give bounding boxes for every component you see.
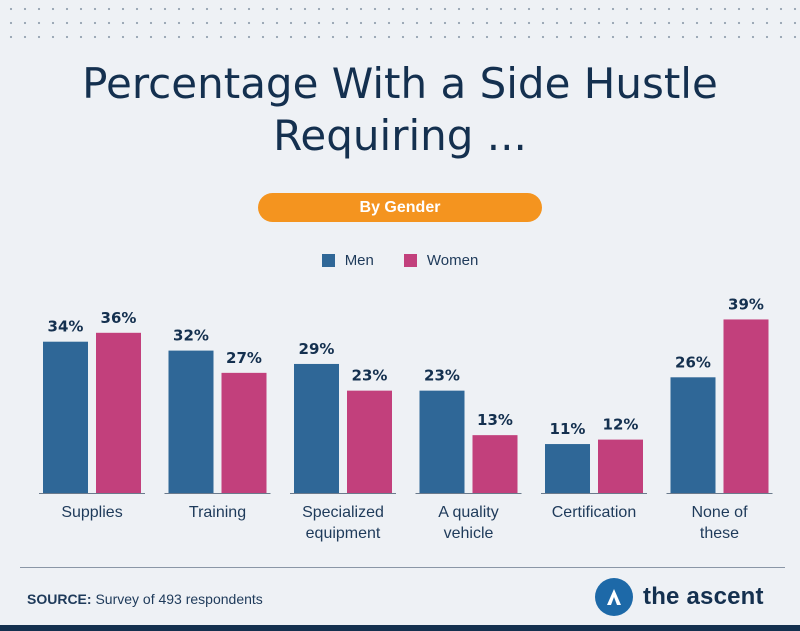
legend: Men Women xyxy=(0,252,800,269)
bar-men-specialized-equipment xyxy=(294,363,339,493)
bar-women-none-of-these xyxy=(723,319,769,493)
source-label: SOURCE: xyxy=(27,591,92,607)
data-label-men-supplies: 34% xyxy=(48,318,84,336)
dotted-pattern xyxy=(0,0,800,44)
footer-divider xyxy=(20,567,785,568)
bar-women-certification xyxy=(598,439,643,493)
bottom-bar xyxy=(0,625,800,631)
data-label-women-none-of-these: 39% xyxy=(728,295,764,313)
ascent-arrow-icon xyxy=(595,578,633,616)
bar-women-a-quality-vehicle xyxy=(472,435,518,493)
legend-label-women: Women xyxy=(426,252,479,269)
bar-men-a-quality-vehicle xyxy=(419,390,465,493)
brand-logo: the ascent xyxy=(595,578,764,616)
data-label-men-none-of-these: 26% xyxy=(675,353,711,371)
data-label-men-training: 32% xyxy=(173,327,209,345)
category-label-training: Training xyxy=(189,504,246,521)
title-line-1: Percentage With a Side Hustle xyxy=(82,59,718,108)
category-label-certification: Certification xyxy=(552,504,636,521)
legend-item-women: Women xyxy=(403,252,479,269)
category-label-supplies: Supplies xyxy=(61,504,122,521)
bar-men-certification xyxy=(545,444,590,493)
title-line-2: Requiring ... xyxy=(273,111,527,160)
data-label-women-certification: 12% xyxy=(603,416,639,434)
data-label-men-a-quality-vehicle: 23% xyxy=(424,367,460,385)
data-label-men-certification: 11% xyxy=(550,420,586,438)
data-label-women-training: 27% xyxy=(226,349,262,367)
data-label-women-supplies: 36% xyxy=(101,309,137,327)
legend-swatch-men xyxy=(321,254,335,267)
subtitle-pill: By Gender xyxy=(258,193,542,222)
chart-title: Percentage With a Side Hustle Requiring … xyxy=(0,58,800,162)
legend-swatch-women xyxy=(403,254,417,267)
bar-women-training xyxy=(221,372,267,493)
category-label-specialized-equipment: Specialized equipment xyxy=(302,504,384,542)
bar-women-supplies xyxy=(96,332,141,493)
category-label-none-of-these: None of these xyxy=(691,504,748,542)
source-note: SOURCE: Survey of 493 respondents xyxy=(27,591,263,607)
legend-label-men: Men xyxy=(344,252,374,269)
legend-item-men: Men xyxy=(321,252,374,269)
source-text: Survey of 493 respondents xyxy=(91,591,263,607)
category-label-a-quality-vehicle: A quality vehicle xyxy=(438,504,498,542)
brand-name: the ascent xyxy=(643,583,764,610)
data-label-women-a-quality-vehicle: 13% xyxy=(477,411,513,429)
data-label-men-specialized-equipment: 29% xyxy=(299,340,335,358)
data-label-women-specialized-equipment: 23% xyxy=(352,367,388,385)
bar-chart: 34% 36% Supplies 32% 27% Training 29% 23% Specia… xyxy=(39,295,773,542)
bar-women-specialized-equipment xyxy=(347,390,392,493)
bar-men-training xyxy=(168,350,214,493)
bar-men-supplies xyxy=(43,341,88,493)
bar-men-none-of-these xyxy=(670,377,716,493)
